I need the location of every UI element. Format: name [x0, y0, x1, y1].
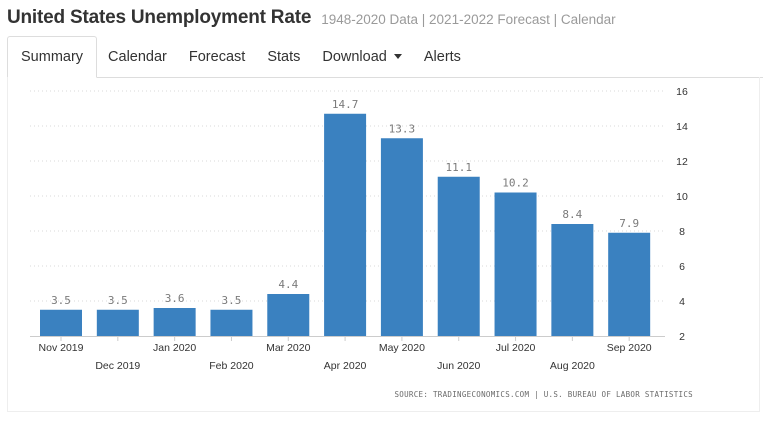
x-tick-label: Feb 2020 [209, 360, 254, 372]
bar-value-label: 10.2 [502, 177, 529, 190]
page-subtitle: 1948-2020 Data | 2021-2022 Forecast | Ca… [321, 11, 616, 27]
tab-calendar[interactable]: Calendar [97, 36, 178, 77]
x-tick-label: Mar 2020 [266, 342, 311, 354]
tab-download[interactable]: Download [311, 36, 413, 77]
bar [267, 294, 310, 336]
y-tick-label: 6 [679, 261, 685, 273]
y-tick-label: 16 [676, 86, 688, 98]
x-tick-label: Jul 2020 [496, 342, 536, 354]
x-tick-label: Sep 2020 [607, 342, 652, 354]
tab-bar: Summary Calendar Forecast Stats Download… [7, 36, 763, 78]
bar-value-label: 8.4 [562, 208, 582, 221]
x-tick-label: Aug 2020 [550, 360, 595, 372]
bar [153, 308, 196, 336]
x-tick-label: Nov 2019 [39, 342, 84, 354]
bar [210, 309, 253, 336]
x-tick-label: Dec 2019 [95, 360, 140, 372]
page-header: United States Unemployment Rate 1948-202… [0, 0, 763, 36]
bar [608, 232, 651, 336]
tab-alerts-label: Alerts [423, 48, 461, 65]
source-note: SOURCE: TRADINGECONOMICS.COM | U.S. BURE… [394, 390, 693, 399]
tab-forecast[interactable]: Forecast [178, 36, 256, 77]
tab-stats-label: Stats [267, 48, 301, 65]
tab-summary[interactable]: Summary [7, 36, 98, 78]
tab-download-label: Download [322, 48, 387, 65]
bar-value-label: 7.9 [619, 217, 639, 230]
bar [494, 192, 537, 336]
bar [324, 113, 367, 336]
bar-value-label: 14.7 [332, 98, 359, 111]
x-tick-label: Jan 2020 [153, 342, 196, 354]
bar [380, 138, 423, 336]
tab-forecast-label: Forecast [188, 48, 246, 65]
tab-stats[interactable]: Stats [256, 36, 311, 77]
bar-value-label: 11.1 [445, 161, 472, 174]
tab-calendar-label: Calendar [108, 48, 167, 65]
bar-value-label: 3.5 [108, 294, 128, 307]
page-title: United States Unemployment Rate [7, 7, 312, 28]
bar [437, 176, 480, 336]
caret-down-icon [393, 54, 402, 59]
y-tick-label: 10 [676, 191, 688, 203]
y-tick-label: 4 [679, 296, 685, 308]
chart-panel [7, 77, 760, 412]
tab-summary-label: Summary [21, 49, 84, 65]
bar-value-label: 3.5 [51, 294, 71, 307]
x-tick-label: Jun 2020 [437, 360, 480, 372]
y-tick-label: 12 [676, 156, 688, 168]
x-tick-label: Apr 2020 [324, 360, 367, 372]
bar-value-label: 3.5 [222, 294, 242, 307]
bar [40, 309, 82, 336]
bar [551, 224, 594, 336]
y-tick-label: 2 [679, 331, 685, 343]
y-tick-label: 8 [679, 226, 685, 238]
tab-alerts[interactable]: Alerts [413, 36, 472, 77]
x-tick-label: May 2020 [379, 342, 425, 354]
y-tick-label: 14 [676, 121, 688, 133]
bar [96, 309, 139, 336]
bar-value-label: 3.6 [165, 292, 185, 305]
bar-value-label: 4.4 [278, 278, 298, 291]
bar-value-label: 13.3 [389, 122, 416, 135]
